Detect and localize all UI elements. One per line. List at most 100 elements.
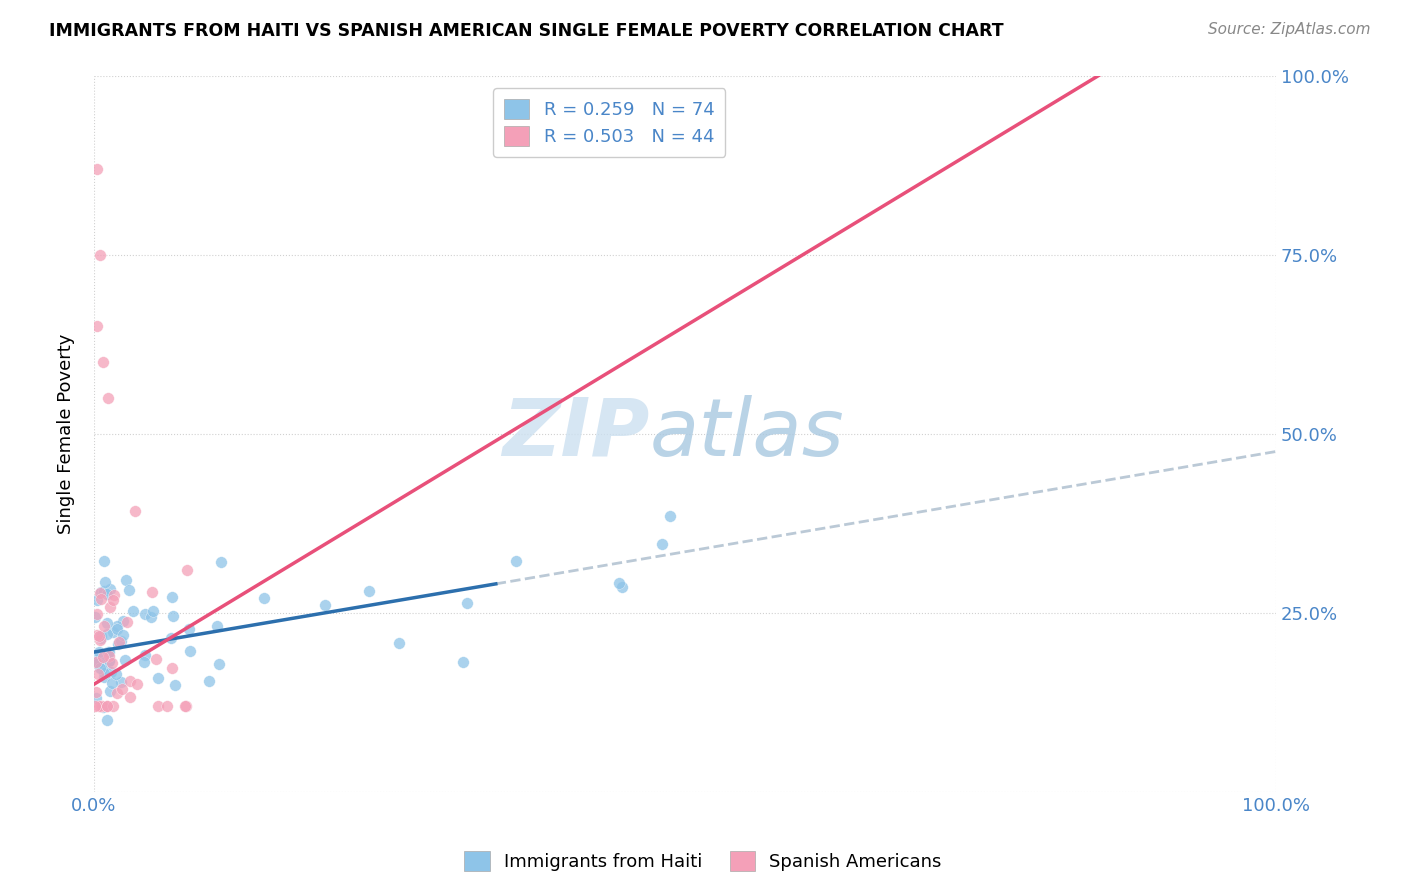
Point <box>115 615 138 629</box>
Point <box>97 645 120 659</box>
Point <box>84 648 107 663</box>
Point <box>100 665 122 680</box>
Point <box>160 631 183 645</box>
Text: atlas: atlas <box>650 394 844 473</box>
Point <box>120 673 142 688</box>
Point <box>86 593 108 607</box>
Point <box>141 585 163 599</box>
Point <box>107 619 129 633</box>
Point <box>96 698 118 713</box>
Text: IMMIGRANTS FROM HAITI VS SPANISH AMERICAN SINGLE FEMALE POVERTY CORRELATION CHAR: IMMIGRANTS FROM HAITI VS SPANISH AMERICA… <box>49 22 1004 40</box>
Point <box>110 675 132 690</box>
Point <box>101 593 124 607</box>
Point <box>101 676 124 690</box>
Point <box>314 598 336 612</box>
Point <box>89 661 111 675</box>
Point <box>162 661 184 675</box>
Point <box>179 644 201 658</box>
Point <box>94 575 117 590</box>
Point <box>111 628 134 642</box>
Point <box>87 656 110 670</box>
Point <box>89 586 111 600</box>
Point <box>89 633 111 648</box>
Point <box>156 698 179 713</box>
Point <box>118 690 141 704</box>
Point <box>112 614 135 628</box>
Point <box>456 596 478 610</box>
Point <box>179 622 201 636</box>
Point <box>90 585 112 599</box>
Point <box>103 625 125 640</box>
Point <box>96 713 118 727</box>
Point <box>252 591 274 606</box>
Point <box>96 587 118 601</box>
Point <box>117 582 139 597</box>
Point <box>90 629 112 643</box>
Text: ZIP: ZIP <box>502 394 650 473</box>
Point <box>98 582 121 596</box>
Point <box>146 671 169 685</box>
Text: Source: ZipAtlas.com: Source: ZipAtlas.com <box>1208 22 1371 37</box>
Point <box>90 631 112 645</box>
Point <box>110 634 132 648</box>
Point <box>176 562 198 576</box>
Point <box>84 609 107 624</box>
Legend: R = 0.259   N = 74, R = 0.503   N = 44: R = 0.259 N = 74, R = 0.503 N = 44 <box>494 88 725 157</box>
Point <box>659 509 682 524</box>
Point <box>103 588 125 602</box>
Point <box>388 636 411 650</box>
Point <box>86 685 108 699</box>
Point <box>162 609 184 624</box>
Point <box>205 619 228 633</box>
Point <box>612 580 634 594</box>
Point <box>93 650 115 665</box>
Point <box>97 645 120 659</box>
Point <box>197 674 219 689</box>
Point <box>86 666 108 681</box>
Point <box>97 654 120 668</box>
Point <box>105 622 128 636</box>
Point <box>97 648 120 663</box>
Point <box>105 686 128 700</box>
Point <box>93 554 115 568</box>
Point <box>208 657 231 672</box>
Point <box>173 698 195 713</box>
Point <box>93 355 115 369</box>
Point <box>90 591 112 606</box>
Point <box>96 627 118 641</box>
Point <box>97 654 120 668</box>
Point <box>103 698 125 713</box>
Point <box>96 698 118 713</box>
Point <box>114 653 136 667</box>
Point <box>87 645 110 659</box>
Point <box>134 607 156 622</box>
Point <box>134 648 156 663</box>
Point <box>451 655 474 669</box>
Point <box>93 670 115 684</box>
Point <box>97 391 120 405</box>
Point <box>160 590 183 604</box>
Point <box>91 662 114 676</box>
Point <box>84 655 107 669</box>
Legend: Immigrants from Haiti, Spanish Americans: Immigrants from Haiti, Spanish Americans <box>457 844 949 879</box>
Point <box>89 247 111 261</box>
Point <box>86 607 108 621</box>
Point <box>90 698 112 713</box>
Point <box>357 584 380 599</box>
Point <box>145 652 167 666</box>
Point <box>121 604 143 618</box>
Point <box>209 555 232 569</box>
Point <box>86 627 108 641</box>
Point <box>96 658 118 673</box>
Point <box>174 698 197 713</box>
Point <box>97 646 120 660</box>
Point <box>505 554 527 568</box>
Point <box>165 678 187 692</box>
Point <box>86 319 108 334</box>
Point <box>93 665 115 680</box>
Y-axis label: Single Female Poverty: Single Female Poverty <box>58 334 75 533</box>
Point <box>111 681 134 696</box>
Point <box>87 652 110 666</box>
Point <box>93 619 115 633</box>
Point <box>96 616 118 631</box>
